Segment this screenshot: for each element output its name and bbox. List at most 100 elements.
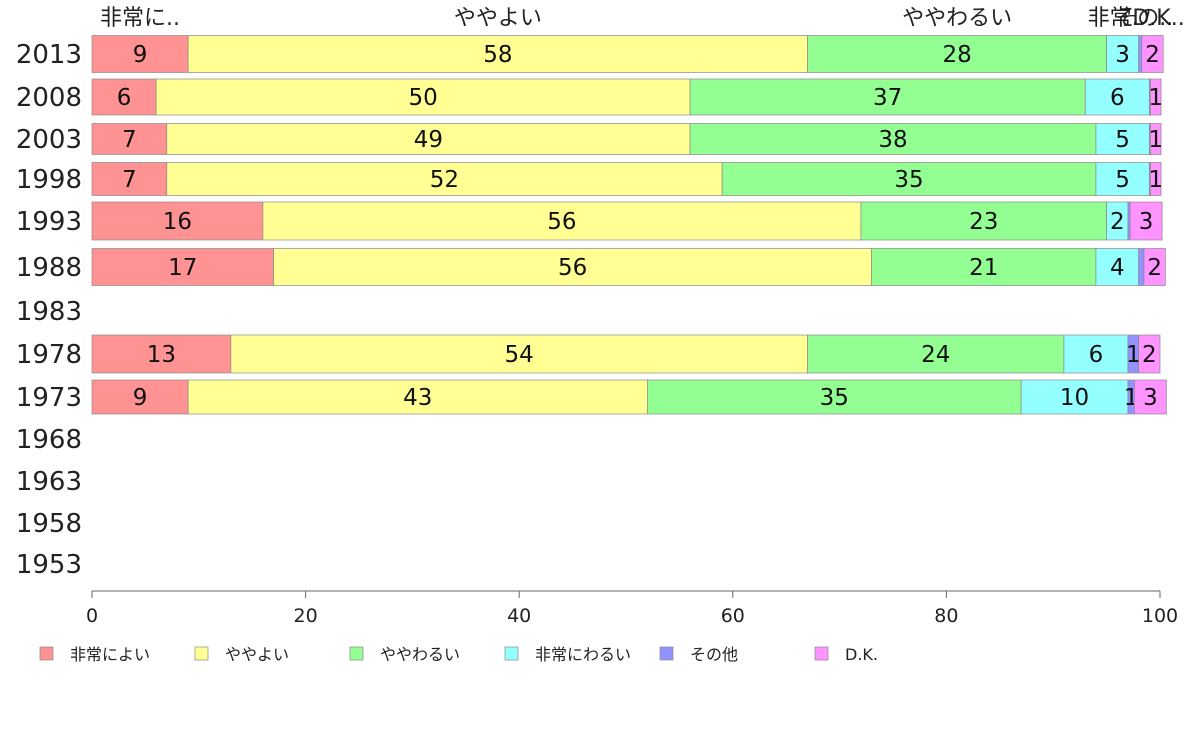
segment-value-label: 28 xyxy=(942,42,971,68)
segment-value-label: 5 xyxy=(1115,127,1130,153)
legend-swatch xyxy=(194,646,209,661)
legend-swatch xyxy=(814,646,829,661)
bar-segment xyxy=(1150,123,1162,155)
bar-segment xyxy=(91,248,274,286)
bar-segment xyxy=(1143,248,1166,286)
segment-value-label: 16 xyxy=(163,209,192,235)
segment-value-label: 1 xyxy=(1126,342,1141,368)
bar-segment xyxy=(871,248,1097,286)
legend-label: ややよい xyxy=(225,645,289,664)
segment-value-label: 17 xyxy=(168,255,197,281)
year-label: 1983 xyxy=(16,297,82,327)
year-label: 1998 xyxy=(16,165,82,195)
bar-segment xyxy=(1138,248,1145,286)
bar-segment xyxy=(1150,162,1162,196)
top-series-label: ややわるい xyxy=(902,6,1012,31)
top-series-label: 非常.. xyxy=(1088,6,1146,31)
year-label: 2003 xyxy=(16,125,82,155)
bar-segment xyxy=(689,78,1086,116)
bar-segment xyxy=(1138,35,1143,73)
bar-segment xyxy=(1134,379,1167,415)
segment-value-label: 23 xyxy=(969,209,998,235)
segment-value-label: 6 xyxy=(117,85,132,111)
bar-segment xyxy=(689,123,1097,155)
legend-label: D.K. xyxy=(845,645,878,664)
year-label: 1963 xyxy=(16,467,82,497)
top-series-label: その.. xyxy=(1115,6,1173,31)
segment-value-label: 35 xyxy=(894,167,923,193)
bar-segment xyxy=(273,248,872,286)
bar-segment xyxy=(187,379,648,415)
bar-segment xyxy=(155,78,691,116)
year-label: 1988 xyxy=(16,253,82,283)
segment-value-label: 5 xyxy=(1115,167,1130,193)
segment-value-label: 9 xyxy=(133,385,148,411)
x-tick-label: 40 xyxy=(507,605,531,627)
bar-segment xyxy=(1150,78,1162,116)
bar-segment xyxy=(1106,35,1139,73)
segment-value-label: 54 xyxy=(505,342,534,368)
segment-value-label: 43 xyxy=(403,385,432,411)
legend-label: ややわるい xyxy=(380,645,460,664)
year-label: 2013 xyxy=(16,40,82,70)
x-tick-label: 60 xyxy=(721,605,745,627)
x-tick-label: 100 xyxy=(1142,605,1178,627)
year-label: 1993 xyxy=(16,207,82,237)
segment-value-label: 52 xyxy=(430,167,459,193)
x-tick-label: 0 xyxy=(86,605,98,627)
year-label: 1953 xyxy=(16,550,82,580)
bar-segment xyxy=(721,162,1097,196)
segment-value-label: 24 xyxy=(921,342,950,368)
segment-value-label: 38 xyxy=(878,127,907,153)
bar-segment xyxy=(1129,201,1163,241)
year-label: 2008 xyxy=(16,83,82,113)
x-tick-label: 80 xyxy=(934,605,958,627)
top-series-label: 非常に.. xyxy=(100,6,180,31)
legend-label: その他 xyxy=(690,645,738,664)
bar-segment xyxy=(1095,123,1150,155)
legend-swatch xyxy=(659,646,674,661)
segment-value-label: 21 xyxy=(969,255,998,281)
bar-segment xyxy=(262,201,862,241)
legend-swatch xyxy=(349,646,364,661)
bar-segment xyxy=(91,35,189,73)
legend-label: 非常によい xyxy=(70,645,150,664)
bar-segment xyxy=(166,123,691,155)
segment-value-label: 2 xyxy=(1145,42,1160,68)
segment-value-label: 1 xyxy=(1148,85,1163,111)
segment-value-label: 1 xyxy=(1148,167,1163,193)
legend-swatch xyxy=(504,646,519,661)
bar-segment xyxy=(1138,334,1161,374)
segment-value-label: 13 xyxy=(147,342,176,368)
segment-value-label: 56 xyxy=(558,255,587,281)
segment-value-label: 3 xyxy=(1139,209,1154,235)
legend-swatch xyxy=(39,646,54,661)
year-label: 1968 xyxy=(16,425,82,455)
segment-value-label: 2 xyxy=(1147,255,1162,281)
segment-value-label: 56 xyxy=(547,209,576,235)
bar-segment xyxy=(91,379,189,415)
legend-label: 非常にわるい xyxy=(535,645,631,664)
bar-segment xyxy=(1141,35,1164,73)
year-label: 1958 xyxy=(16,509,82,539)
segment-value-label: 3 xyxy=(1115,42,1130,68)
x-tick-label: 20 xyxy=(294,605,318,627)
segment-value-label: 37 xyxy=(873,85,902,111)
segment-value-label: 2 xyxy=(1110,209,1125,235)
segment-value-label: 9 xyxy=(133,42,148,68)
bar-segment xyxy=(807,334,1065,374)
bar-segment xyxy=(91,334,232,374)
year-label: 1973 xyxy=(16,383,82,413)
segment-value-label: 4 xyxy=(1110,255,1125,281)
top-series-label: D.K.. xyxy=(1132,6,1184,31)
segment-value-label: 7 xyxy=(122,167,137,193)
bar-segment xyxy=(166,162,723,196)
segment-value-label: 6 xyxy=(1089,342,1104,368)
segment-value-label: 58 xyxy=(483,42,512,68)
bar-segment xyxy=(647,379,1022,415)
top-series-label: ややよい xyxy=(454,6,542,31)
year-label: 1978 xyxy=(16,340,82,370)
bar-segment xyxy=(91,78,157,116)
segment-value-label: 35 xyxy=(820,385,849,411)
